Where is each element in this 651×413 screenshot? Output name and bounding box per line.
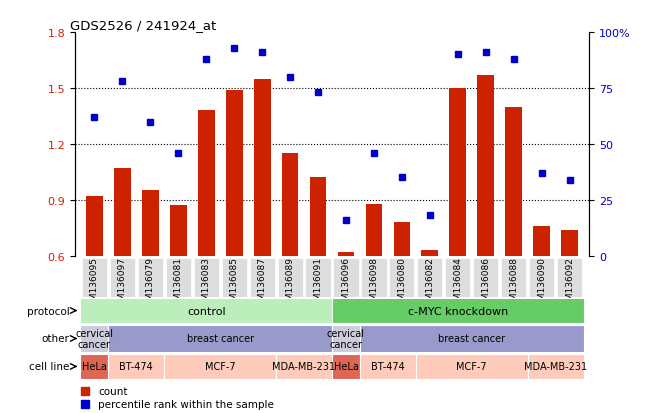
Text: cell line: cell line	[29, 361, 70, 372]
FancyBboxPatch shape	[277, 258, 303, 297]
Bar	[254, 79, 271, 256]
Bar	[226, 91, 243, 256]
Text: GSM136097: GSM136097	[118, 256, 127, 311]
Bar	[505, 107, 522, 256]
Bar	[282, 154, 298, 256]
Bar	[114, 169, 131, 256]
Text: GSM136080: GSM136080	[397, 256, 406, 311]
Text: cervical
cancer: cervical cancer	[327, 328, 365, 349]
Text: breast cancer: breast cancer	[438, 334, 505, 344]
Text: MCF-7: MCF-7	[205, 361, 236, 372]
FancyBboxPatch shape	[557, 258, 582, 297]
FancyBboxPatch shape	[81, 354, 109, 379]
Text: GSM136079: GSM136079	[146, 256, 155, 311]
Text: GSM136081: GSM136081	[174, 256, 183, 311]
Text: cervical
cancer: cervical cancer	[76, 328, 113, 349]
FancyBboxPatch shape	[416, 354, 528, 379]
Text: GDS2526 / 241924_at: GDS2526 / 241924_at	[70, 19, 216, 32]
FancyBboxPatch shape	[81, 298, 332, 323]
Text: GSM136086: GSM136086	[481, 256, 490, 311]
Text: BT-474: BT-474	[371, 361, 405, 372]
FancyBboxPatch shape	[389, 258, 415, 297]
Bar	[310, 178, 326, 256]
FancyBboxPatch shape	[221, 258, 247, 297]
FancyBboxPatch shape	[360, 325, 583, 352]
FancyBboxPatch shape	[361, 258, 387, 297]
FancyBboxPatch shape	[276, 354, 332, 379]
Bar	[477, 76, 494, 256]
FancyBboxPatch shape	[305, 258, 331, 297]
FancyBboxPatch shape	[109, 354, 164, 379]
FancyBboxPatch shape	[528, 354, 583, 379]
Text: GSM136084: GSM136084	[453, 256, 462, 311]
Text: GSM136089: GSM136089	[286, 256, 295, 311]
Text: GSM136098: GSM136098	[369, 256, 378, 311]
Bar	[366, 204, 382, 256]
Text: GSM136088: GSM136088	[509, 256, 518, 311]
FancyBboxPatch shape	[109, 325, 332, 352]
Text: MDA-MB-231: MDA-MB-231	[273, 361, 336, 372]
FancyBboxPatch shape	[360, 354, 416, 379]
Bar	[198, 111, 215, 256]
FancyBboxPatch shape	[332, 325, 360, 352]
FancyBboxPatch shape	[110, 258, 135, 297]
Text: GSM136096: GSM136096	[342, 256, 350, 311]
FancyBboxPatch shape	[81, 325, 109, 352]
Bar	[449, 89, 466, 256]
FancyBboxPatch shape	[249, 258, 275, 297]
Bar	[533, 226, 550, 256]
Text: c-MYC knockdown: c-MYC knockdown	[408, 306, 508, 316]
FancyBboxPatch shape	[332, 298, 583, 323]
Text: MCF-7: MCF-7	[456, 361, 487, 372]
Text: control: control	[187, 306, 225, 316]
Text: BT-474: BT-474	[120, 361, 153, 372]
Bar	[561, 230, 578, 256]
FancyBboxPatch shape	[417, 258, 443, 297]
Text: GSM136095: GSM136095	[90, 256, 99, 311]
FancyBboxPatch shape	[501, 258, 526, 297]
Text: GSM136090: GSM136090	[537, 256, 546, 311]
Text: percentile rank within the sample: percentile rank within the sample	[98, 399, 274, 409]
Text: GSM136087: GSM136087	[258, 256, 267, 311]
Text: count: count	[98, 387, 128, 396]
Text: protocol: protocol	[27, 306, 70, 316]
Bar	[170, 206, 187, 256]
FancyBboxPatch shape	[164, 354, 276, 379]
Text: GSM136085: GSM136085	[230, 256, 239, 311]
Bar	[393, 223, 410, 256]
Bar	[338, 252, 354, 256]
Text: breast cancer: breast cancer	[187, 334, 254, 344]
Bar	[421, 250, 438, 256]
Text: GSM136083: GSM136083	[202, 256, 211, 311]
FancyBboxPatch shape	[193, 258, 219, 297]
Text: HeLa: HeLa	[333, 361, 359, 372]
FancyBboxPatch shape	[473, 258, 498, 297]
FancyBboxPatch shape	[333, 258, 359, 297]
Text: MDA-MB-231: MDA-MB-231	[524, 361, 587, 372]
Text: GSM136082: GSM136082	[425, 256, 434, 311]
FancyBboxPatch shape	[529, 258, 554, 297]
FancyBboxPatch shape	[82, 258, 107, 297]
FancyBboxPatch shape	[138, 258, 163, 297]
Bar	[142, 191, 159, 256]
Bar	[86, 197, 103, 256]
Text: GSM136091: GSM136091	[314, 256, 322, 311]
Text: GSM136092: GSM136092	[565, 256, 574, 311]
FancyBboxPatch shape	[166, 258, 191, 297]
Text: other: other	[42, 334, 70, 344]
FancyBboxPatch shape	[445, 258, 471, 297]
Text: HeLa: HeLa	[82, 361, 107, 372]
FancyBboxPatch shape	[332, 354, 360, 379]
